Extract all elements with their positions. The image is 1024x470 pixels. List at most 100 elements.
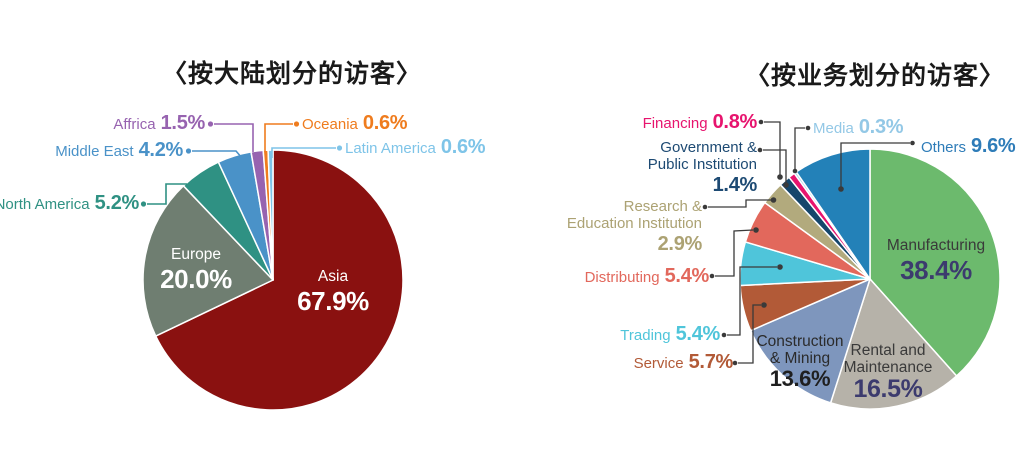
label-rental-value: 16.5% bbox=[853, 375, 923, 403]
label-manufacturing-name: Manufacturing bbox=[886, 237, 986, 254]
leader-dot-government-label bbox=[757, 147, 763, 153]
label-construction-line2: & Mining bbox=[769, 349, 831, 367]
leader-dot-government-slice bbox=[783, 182, 789, 188]
pie-slice-others bbox=[795, 148, 871, 280]
label-distributing-name: Distributing bbox=[584, 269, 660, 286]
label-affrica-value: 1.5% bbox=[160, 112, 206, 134]
label-oceania-name: Oceania bbox=[302, 116, 358, 133]
label-distributing-value: 5.4% bbox=[664, 265, 710, 287]
label-rental-line2: Maintenance bbox=[843, 358, 933, 376]
leader-line-service bbox=[738, 304, 761, 364]
leader-line-media bbox=[794, 127, 805, 169]
leader-dot-research-label bbox=[702, 204, 708, 210]
label-financing-value: 0.8% bbox=[712, 111, 758, 133]
label-manufacturing: Manufacturing 38.4% bbox=[856, 236, 1016, 285]
label-rental: Rental and Maintenance 16.5% bbox=[808, 342, 968, 403]
label-middle-east-value: 4.2% bbox=[138, 139, 184, 161]
label-europe-value: 20.0% bbox=[160, 264, 232, 294]
leader-dot-others-slice bbox=[838, 186, 844, 192]
label-affrica-name: Affrica bbox=[113, 116, 156, 133]
label-oceania-value: 0.6% bbox=[362, 112, 408, 134]
label-asia-value: 67.9% bbox=[297, 286, 369, 316]
label-financing-name: Financing bbox=[642, 115, 708, 132]
pie-slice-manufacturing bbox=[869, 148, 1001, 377]
leader-dot-oceania bbox=[293, 121, 300, 127]
label-affrica: Affrica 1.5% bbox=[113, 112, 205, 136]
leader-dot-financing-label bbox=[758, 119, 764, 125]
label-europe: Europe 20.0% bbox=[116, 245, 276, 294]
label-government: Government & Public Institution 1.4% bbox=[648, 139, 758, 197]
label-media-value: 0.3% bbox=[858, 116, 904, 138]
label-asia: Asia 67.9% bbox=[253, 267, 413, 316]
leader-dot-middle-east bbox=[185, 148, 192, 154]
label-others-value: 9.6% bbox=[971, 135, 1016, 157]
label-media-name: Media bbox=[813, 120, 854, 137]
leader-dot-trading-slice bbox=[777, 264, 783, 270]
label-service-name: Service bbox=[633, 355, 684, 372]
leader-line-north-america bbox=[147, 183, 187, 205]
leader-line-oceania bbox=[264, 123, 293, 152]
leader-line-distributing bbox=[715, 229, 754, 277]
label-research-value: 2.9% bbox=[657, 233, 703, 255]
pie-slice-latin-america bbox=[267, 149, 274, 281]
leader-line-middle-east bbox=[192, 150, 243, 159]
label-trading: Trading 5.4% bbox=[620, 323, 720, 347]
leader-line-others bbox=[840, 142, 910, 187]
pie-slice-europe bbox=[142, 185, 274, 337]
label-rental-line1: Rental and bbox=[850, 342, 926, 359]
label-north-america-value: 5.2% bbox=[94, 192, 140, 214]
leader-line-trading bbox=[727, 266, 777, 336]
leader-line-financing bbox=[764, 121, 781, 175]
label-media: Media 0.3% bbox=[813, 116, 904, 140]
label-construction-line1: Construction bbox=[756, 333, 844, 350]
label-construction: Construction & Mining 13.6% bbox=[720, 333, 880, 391]
label-trading-value: 5.4% bbox=[675, 323, 721, 345]
leader-line-research bbox=[708, 199, 771, 208]
label-middle-east: Middle East 4.2% bbox=[55, 139, 183, 163]
leader-dot-distributing-slice bbox=[753, 227, 759, 233]
leader-line-government bbox=[763, 149, 787, 183]
label-service: Service 5.7% bbox=[633, 351, 734, 375]
leader-dot-media-label bbox=[805, 125, 811, 131]
label-middle-east-name: Middle East bbox=[55, 143, 134, 160]
leader-dot-trading-label bbox=[721, 332, 727, 338]
label-research-line2: Education Institution bbox=[566, 214, 702, 232]
continent-chart-title: 〈按大陆划分的访客〉 bbox=[161, 61, 422, 88]
continent-pie bbox=[142, 149, 404, 411]
leader-dot-media-slice bbox=[792, 168, 798, 174]
leader-line-affrica bbox=[214, 123, 254, 152]
label-manufacturing-value: 38.4% bbox=[900, 255, 972, 285]
label-latin-america-value: 0.6% bbox=[440, 136, 486, 158]
label-research-line1: Research & bbox=[623, 198, 702, 215]
label-trading-name: Trading bbox=[620, 327, 671, 344]
continent-leader-lines bbox=[140, 121, 343, 207]
label-europe-name: Europe bbox=[171, 246, 221, 263]
label-north-america-name: North America bbox=[0, 196, 90, 213]
label-service-value: 5.7% bbox=[688, 351, 734, 373]
label-financing: Financing 0.8% bbox=[642, 111, 758, 135]
leader-dot-latin-america bbox=[336, 145, 343, 151]
leader-dot-north-america bbox=[140, 201, 147, 207]
business-pie bbox=[739, 148, 1001, 410]
pie-slice-rental-and-maintenance bbox=[829, 278, 958, 410]
label-others-name: Others bbox=[921, 139, 967, 156]
label-government-line1: Government & bbox=[660, 139, 757, 156]
label-asia-name: Asia bbox=[317, 268, 349, 285]
label-north-america: North America 5.2% bbox=[0, 192, 139, 216]
leader-dot-service-slice bbox=[761, 302, 767, 308]
leader-line-latin-america bbox=[271, 147, 336, 158]
label-government-value: 1.4% bbox=[712, 174, 758, 196]
label-distributing: Distributing 5.4% bbox=[584, 265, 710, 289]
leader-dot-others-label bbox=[910, 140, 915, 146]
leader-dot-distributing-label bbox=[709, 273, 715, 279]
business-leader-lines bbox=[702, 119, 915, 366]
leader-dot-service-label bbox=[732, 360, 738, 366]
label-others: Others 9.6% bbox=[921, 135, 1016, 159]
label-construction-value: 13.6% bbox=[769, 366, 831, 391]
label-research: Research & Education Institution 2.9% bbox=[566, 198, 703, 256]
leader-dot-financing-slice bbox=[777, 174, 783, 180]
leader-dot-affrica bbox=[207, 121, 214, 127]
business-chart-title: 〈按业务划分的访客〉 bbox=[744, 63, 1005, 90]
